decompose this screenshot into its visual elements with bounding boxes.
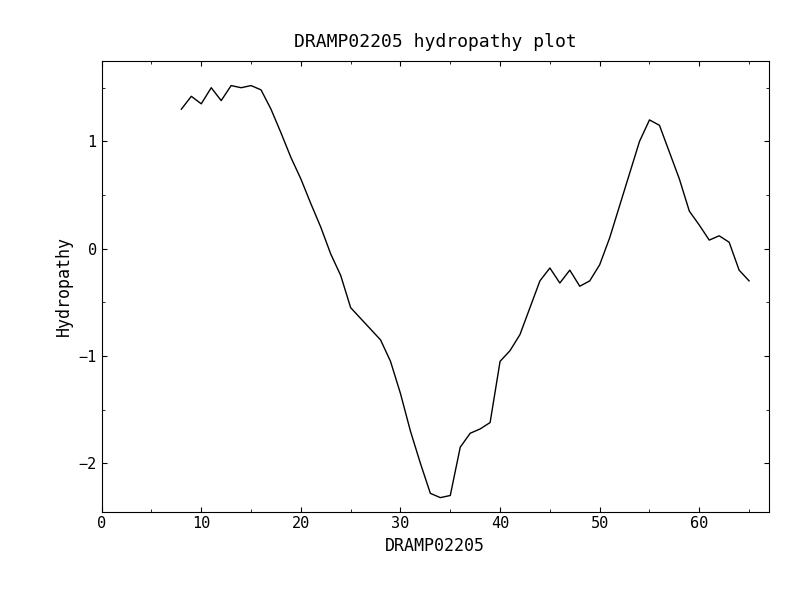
Y-axis label: Hydropathy: Hydropathy (55, 236, 73, 336)
Title: DRAMP02205 hydropathy plot: DRAMP02205 hydropathy plot (294, 33, 577, 51)
X-axis label: DRAMP02205: DRAMP02205 (386, 537, 486, 555)
